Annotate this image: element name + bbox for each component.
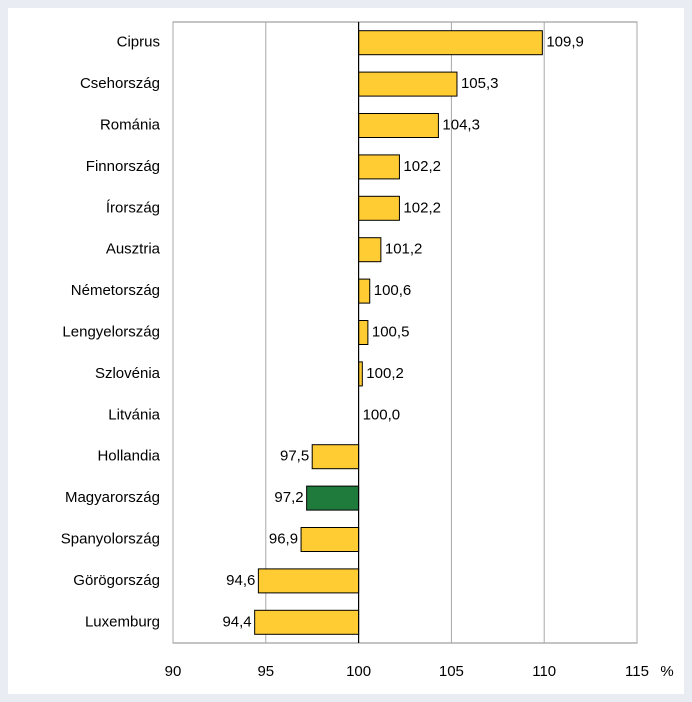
y-tick-label: Hollandia bbox=[97, 448, 160, 465]
bar bbox=[358, 320, 369, 345]
y-tick-label: Románia bbox=[100, 116, 161, 133]
y-tick-label: Lengyelország bbox=[62, 323, 160, 340]
y-tick-label: Magyarország bbox=[65, 489, 160, 506]
y-tick-label: Ciprus bbox=[117, 34, 160, 51]
x-tick-label: 105 bbox=[439, 663, 464, 680]
data-label: 105,3 bbox=[461, 75, 499, 92]
bar bbox=[257, 568, 360, 594]
x-axis-unit: % bbox=[660, 663, 673, 680]
data-label: 100,6 bbox=[374, 282, 412, 299]
y-tick-label: Szlovénia bbox=[95, 365, 161, 382]
y-tick-label: Litvánia bbox=[108, 406, 160, 423]
y-tick-label: Spanyolország bbox=[61, 530, 160, 547]
y-tick-label: Írország bbox=[106, 199, 160, 216]
bar bbox=[358, 71, 458, 97]
data-label: 94,4 bbox=[222, 613, 251, 630]
bar bbox=[311, 444, 360, 470]
bar bbox=[358, 154, 400, 180]
bar bbox=[358, 195, 400, 221]
data-label: 100,5 bbox=[372, 323, 410, 340]
bar bbox=[254, 609, 360, 635]
x-tick-label: 90 bbox=[165, 663, 182, 680]
x-tick-label: 110 bbox=[532, 663, 556, 680]
bar bbox=[300, 527, 360, 552]
bar bbox=[358, 30, 543, 56]
x-tick-label: 115 bbox=[625, 663, 649, 680]
y-tick-label: Németország bbox=[71, 282, 160, 299]
y-tick-label: Ausztria bbox=[106, 241, 161, 258]
data-label: 102,2 bbox=[403, 199, 441, 216]
data-label: 100,2 bbox=[366, 365, 404, 382]
data-label: 97,5 bbox=[280, 448, 309, 465]
data-label: 109,9 bbox=[546, 34, 584, 51]
data-label: 102,2 bbox=[403, 158, 441, 175]
y-tick-label: Finnország bbox=[86, 158, 160, 175]
bar bbox=[358, 237, 382, 263]
data-label: 100,0 bbox=[363, 406, 401, 423]
data-label: 96,9 bbox=[269, 530, 298, 547]
data-label: 97,2 bbox=[274, 489, 303, 506]
y-tick-label: Luxemburg bbox=[85, 613, 160, 630]
y-tick-label: Csehország bbox=[80, 75, 160, 92]
data-label: 101,2 bbox=[385, 241, 423, 258]
data-label: 94,6 bbox=[226, 572, 255, 589]
data-label: 104,3 bbox=[442, 116, 480, 133]
bar bbox=[306, 485, 360, 511]
x-tick-label: 100 bbox=[346, 663, 371, 680]
bar bbox=[358, 113, 439, 138]
x-tick-label: 95 bbox=[257, 663, 274, 680]
bar bbox=[358, 278, 371, 304]
y-tick-label: Görögország bbox=[73, 572, 160, 589]
